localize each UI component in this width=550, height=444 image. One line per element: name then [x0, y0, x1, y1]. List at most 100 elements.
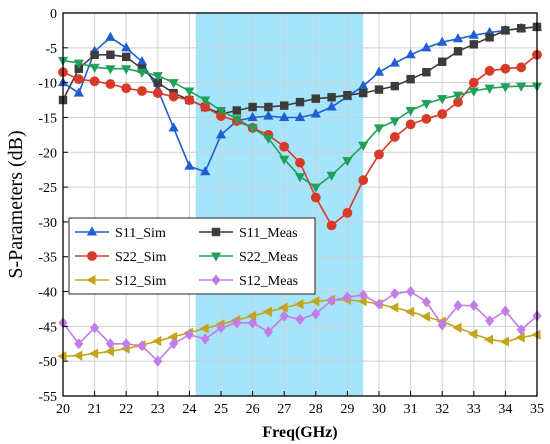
data-point [215, 129, 227, 139]
data-point [167, 331, 178, 342]
legend-marker [87, 251, 97, 261]
data-point [247, 124, 258, 134]
data-point [57, 351, 67, 362]
data-point [262, 306, 272, 317]
data-point [515, 332, 525, 343]
data-point [469, 299, 479, 312]
legend-label: S11_Meas [239, 226, 298, 241]
data-point [358, 141, 369, 151]
y-tick-label: -30 [38, 216, 57, 231]
data-point [437, 95, 448, 105]
data-point [121, 42, 132, 52]
data-point [152, 88, 163, 98]
data-point [358, 88, 368, 98]
data-point [390, 288, 400, 300]
y-tick-label: -20 [38, 146, 57, 161]
data-point [184, 160, 195, 170]
data-point [294, 173, 306, 183]
data-point [73, 87, 84, 97]
data-point [389, 302, 399, 313]
data-point [452, 33, 464, 43]
data-point [88, 348, 99, 359]
data-point [74, 338, 84, 350]
data-point [437, 109, 448, 119]
data-point [153, 355, 163, 367]
x-tick-label: 22 [119, 402, 133, 417]
data-point [279, 101, 289, 110]
legend: S11_Sim S11_Meas S22_Sim S22_Meas S12_Sim S12… [68, 217, 316, 295]
x-tick-label: 27 [277, 402, 291, 417]
data-point [184, 95, 195, 105]
data-point [294, 111, 306, 121]
data-point [136, 68, 148, 78]
data-point [121, 65, 132, 75]
data-point [263, 326, 273, 338]
data-point [279, 155, 290, 165]
legend-box [68, 217, 316, 295]
data-point [452, 322, 462, 333]
data-point [310, 296, 320, 307]
data-point [232, 106, 242, 115]
data-point [90, 322, 100, 334]
data-point [279, 141, 290, 152]
x-axis-title: Freq(GHz) [262, 424, 337, 441]
x-tick-label: 24 [182, 402, 196, 417]
series-s22-sim [58, 49, 542, 231]
data-point [310, 183, 321, 193]
data-point [389, 117, 400, 127]
data-point [500, 63, 511, 74]
data-point [389, 57, 400, 67]
data-point [326, 220, 337, 231]
data-point [168, 91, 179, 102]
data-point [152, 335, 162, 347]
data-point [121, 52, 131, 62]
data-point [453, 299, 463, 312]
y-tick-label: 0 [50, 7, 57, 22]
x-tick-label: 25 [214, 402, 228, 417]
data-point [485, 33, 494, 42]
data-point [310, 108, 321, 118]
data-point [405, 119, 416, 130]
data-point [200, 166, 211, 176]
data-point [121, 83, 132, 94]
data-point [326, 171, 337, 181]
data-point [184, 329, 194, 341]
data-point [105, 338, 115, 350]
y-tick-label: -55 [38, 390, 57, 405]
legend-marker [211, 274, 221, 286]
data-point [437, 319, 447, 331]
y-tick-label: -35 [38, 251, 57, 266]
data-point [327, 93, 336, 102]
data-point [295, 157, 305, 168]
data-point [516, 324, 526, 336]
data-point [104, 346, 114, 357]
data-point [89, 63, 100, 73]
x-tick-label: 23 [151, 402, 165, 417]
data-point [485, 315, 495, 327]
data-point [279, 310, 289, 322]
data-point [390, 81, 400, 91]
data-point [374, 85, 384, 94]
data-point [215, 106, 227, 117]
data-point [404, 306, 415, 317]
data-point [327, 295, 337, 307]
plot-frame [62, 12, 538, 397]
data-point [279, 111, 290, 121]
data-point [483, 334, 494, 345]
data-point [516, 82, 527, 92]
data-point [531, 329, 541, 340]
data-point [500, 305, 510, 317]
data-point [311, 94, 321, 103]
legend-label: S22_Meas [239, 250, 298, 265]
data-point [374, 298, 384, 310]
data-point [310, 192, 321, 203]
legend-label: S12_Sim [115, 274, 166, 289]
data-point [294, 298, 304, 310]
data-point [422, 67, 431, 77]
data-point [231, 115, 242, 125]
data-point [184, 87, 195, 97]
data-point [73, 350, 83, 361]
data-point [420, 311, 430, 322]
data-point [358, 289, 368, 301]
